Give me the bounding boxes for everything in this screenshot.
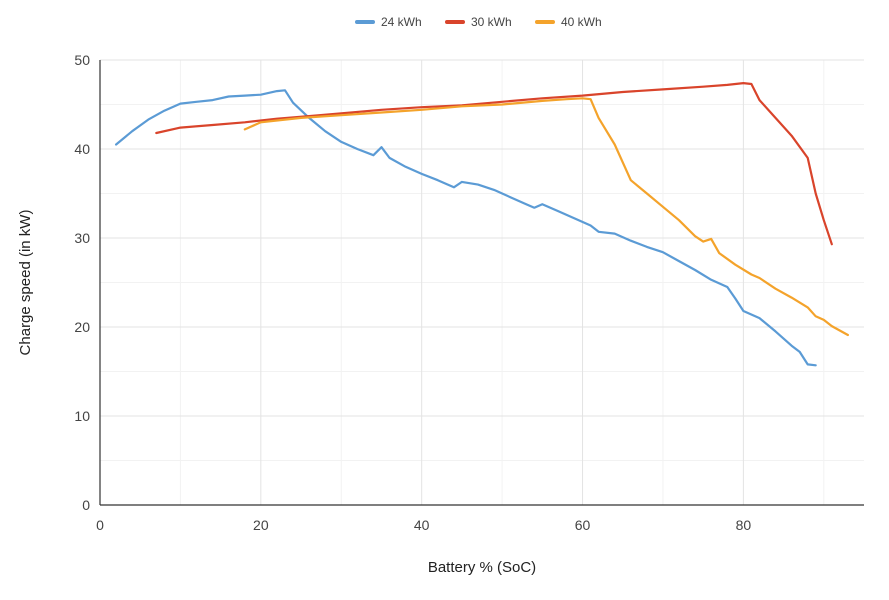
y-tick-label: 30 <box>74 230 90 246</box>
grid <box>100 59 864 505</box>
series-lines <box>115 82 849 367</box>
legend-item: 24 kWh <box>355 15 422 29</box>
legend-item: 30 kWh <box>445 15 512 29</box>
series-line-30-kwh <box>155 82 833 246</box>
axes: 0 10 20 30 40 50 0 20 40 60 80 <box>74 52 864 533</box>
y-tick-label: 50 <box>74 52 90 68</box>
x-tick-label: 20 <box>253 517 269 533</box>
series-line-24-kwh <box>115 89 817 367</box>
x-tick-label: 0 <box>96 517 104 533</box>
y-tick-label: 20 <box>74 319 90 335</box>
legend-label: 40 kWh <box>561 15 602 29</box>
series-line-40-kwh <box>243 97 849 337</box>
legend-item: 40 kWh <box>535 15 602 29</box>
x-tick-label: 40 <box>414 517 430 533</box>
y-axis-title: Charge speed (in kW) <box>17 210 34 356</box>
y-tick-label: 10 <box>74 408 90 424</box>
x-tick-label: 60 <box>575 517 591 533</box>
legend-label: 24 kWh <box>381 15 422 29</box>
y-tick-label: 40 <box>74 141 90 157</box>
legend: 24 kWh 30 kWh 40 kWh <box>355 15 602 29</box>
y-tick-label: 0 <box>82 497 90 513</box>
legend-label: 30 kWh <box>471 15 512 29</box>
x-tick-label: 80 <box>736 517 752 533</box>
x-axis-title: Battery % (SoC) <box>428 559 536 576</box>
